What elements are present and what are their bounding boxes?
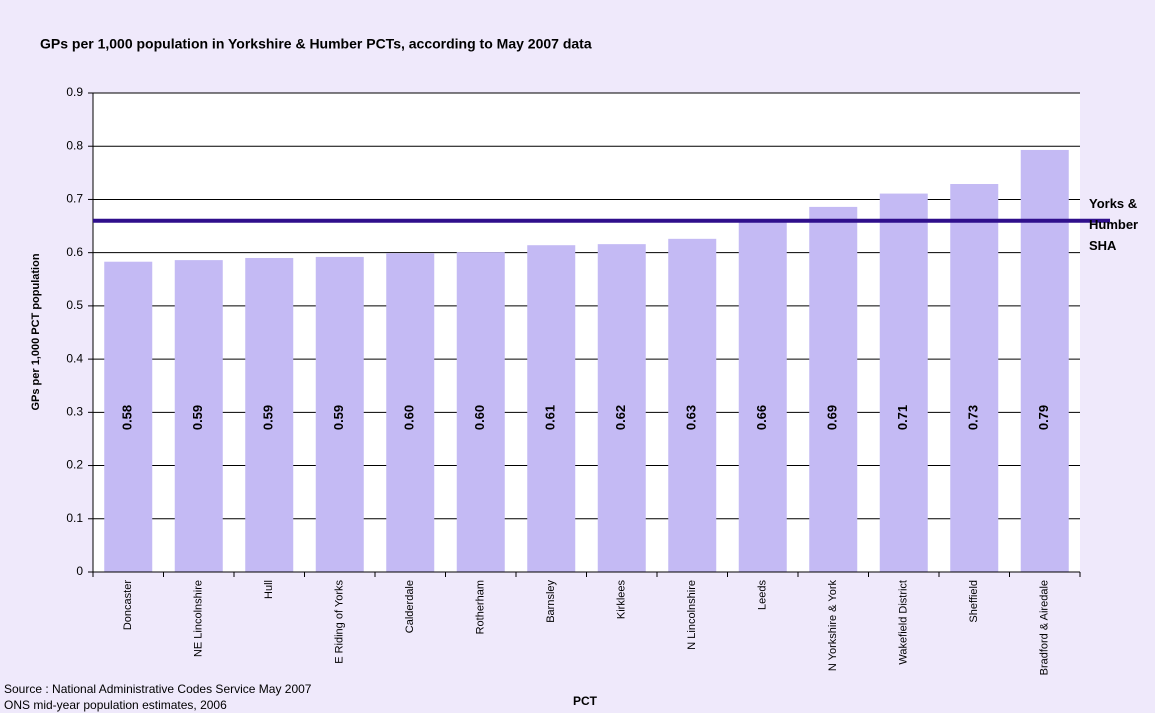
bar <box>597 244 646 572</box>
x-tick-label: NE Lincolnshire <box>193 580 205 657</box>
y-tick-label: 0.1 <box>66 511 83 525</box>
y-tick-label: 0.5 <box>66 298 83 312</box>
y-tick-label: 0.3 <box>66 405 83 419</box>
plot-area <box>93 93 1080 572</box>
value-label: 0.58 <box>120 405 135 430</box>
value-label: 0.60 <box>402 405 417 430</box>
value-label: 0.79 <box>1036 405 1051 430</box>
value-label: 0.63 <box>684 405 699 430</box>
value-label: 0.60 <box>472 405 487 430</box>
reference-label: Yorks & <box>1089 196 1137 211</box>
bar <box>174 260 223 572</box>
bar <box>456 252 505 572</box>
source-line: Source : National Administrative Codes S… <box>4 682 312 696</box>
bar <box>738 220 787 572</box>
x-tick-label: Sheffield <box>968 580 980 623</box>
value-label: 0.59 <box>190 405 205 430</box>
bar <box>104 261 153 572</box>
value-label: 0.71 <box>895 405 910 430</box>
x-tick-label: Barnsley <box>545 580 557 623</box>
x-axis-label: PCT <box>573 694 598 708</box>
x-tick-label: Wakefield District <box>898 580 910 665</box>
x-tick-label: Rotherham <box>475 580 487 634</box>
x-tick-label: Calderdale <box>404 580 416 633</box>
value-label: 0.73 <box>966 405 981 430</box>
bar <box>315 256 364 572</box>
value-label: 0.66 <box>754 405 769 430</box>
reference-label: Humber <box>1089 217 1138 232</box>
x-tick-label: Kirklees <box>616 580 628 620</box>
y-tick-label: 0.4 <box>66 351 83 365</box>
reference-label: SHA <box>1089 238 1117 253</box>
y-tick-label: 0.2 <box>66 458 83 472</box>
x-tick-label: Bradford & Airedale <box>1039 580 1051 675</box>
y-tick-label: 0 <box>76 564 83 578</box>
bar <box>386 253 435 572</box>
value-label: 0.61 <box>543 405 558 430</box>
value-label: 0.62 <box>613 405 628 430</box>
y-tick-label: 0.8 <box>66 138 83 152</box>
x-tick-label: Doncaster <box>122 580 134 630</box>
x-tick-label: E Riding of Yorks <box>334 580 346 664</box>
y-tick-label: 0.6 <box>66 245 83 259</box>
y-tick-label: 0.9 <box>66 85 83 99</box>
value-label: 0.59 <box>331 405 346 430</box>
bar <box>1020 149 1069 572</box>
x-tick-label: Hull <box>263 580 275 599</box>
chart-title: GPs per 1,000 population in Yorkshire & … <box>40 36 592 52</box>
x-tick-label: Leeds <box>757 580 769 610</box>
y-axis-label: GPs per 1,000 PCT population <box>30 253 42 410</box>
bar <box>245 257 294 572</box>
x-tick-label: N Lincolnshire <box>686 580 698 650</box>
bar <box>879 193 928 572</box>
bar <box>668 238 717 572</box>
bar <box>809 206 858 572</box>
y-tick-label: 0.7 <box>66 192 83 206</box>
source-line: ONS mid-year population estimates, 2006 <box>4 698 227 712</box>
value-label: 0.69 <box>825 405 840 430</box>
bar <box>950 184 999 572</box>
x-tick-label: N Yorkshire & York <box>827 580 839 672</box>
bar <box>527 245 576 572</box>
value-label: 0.59 <box>261 405 276 430</box>
